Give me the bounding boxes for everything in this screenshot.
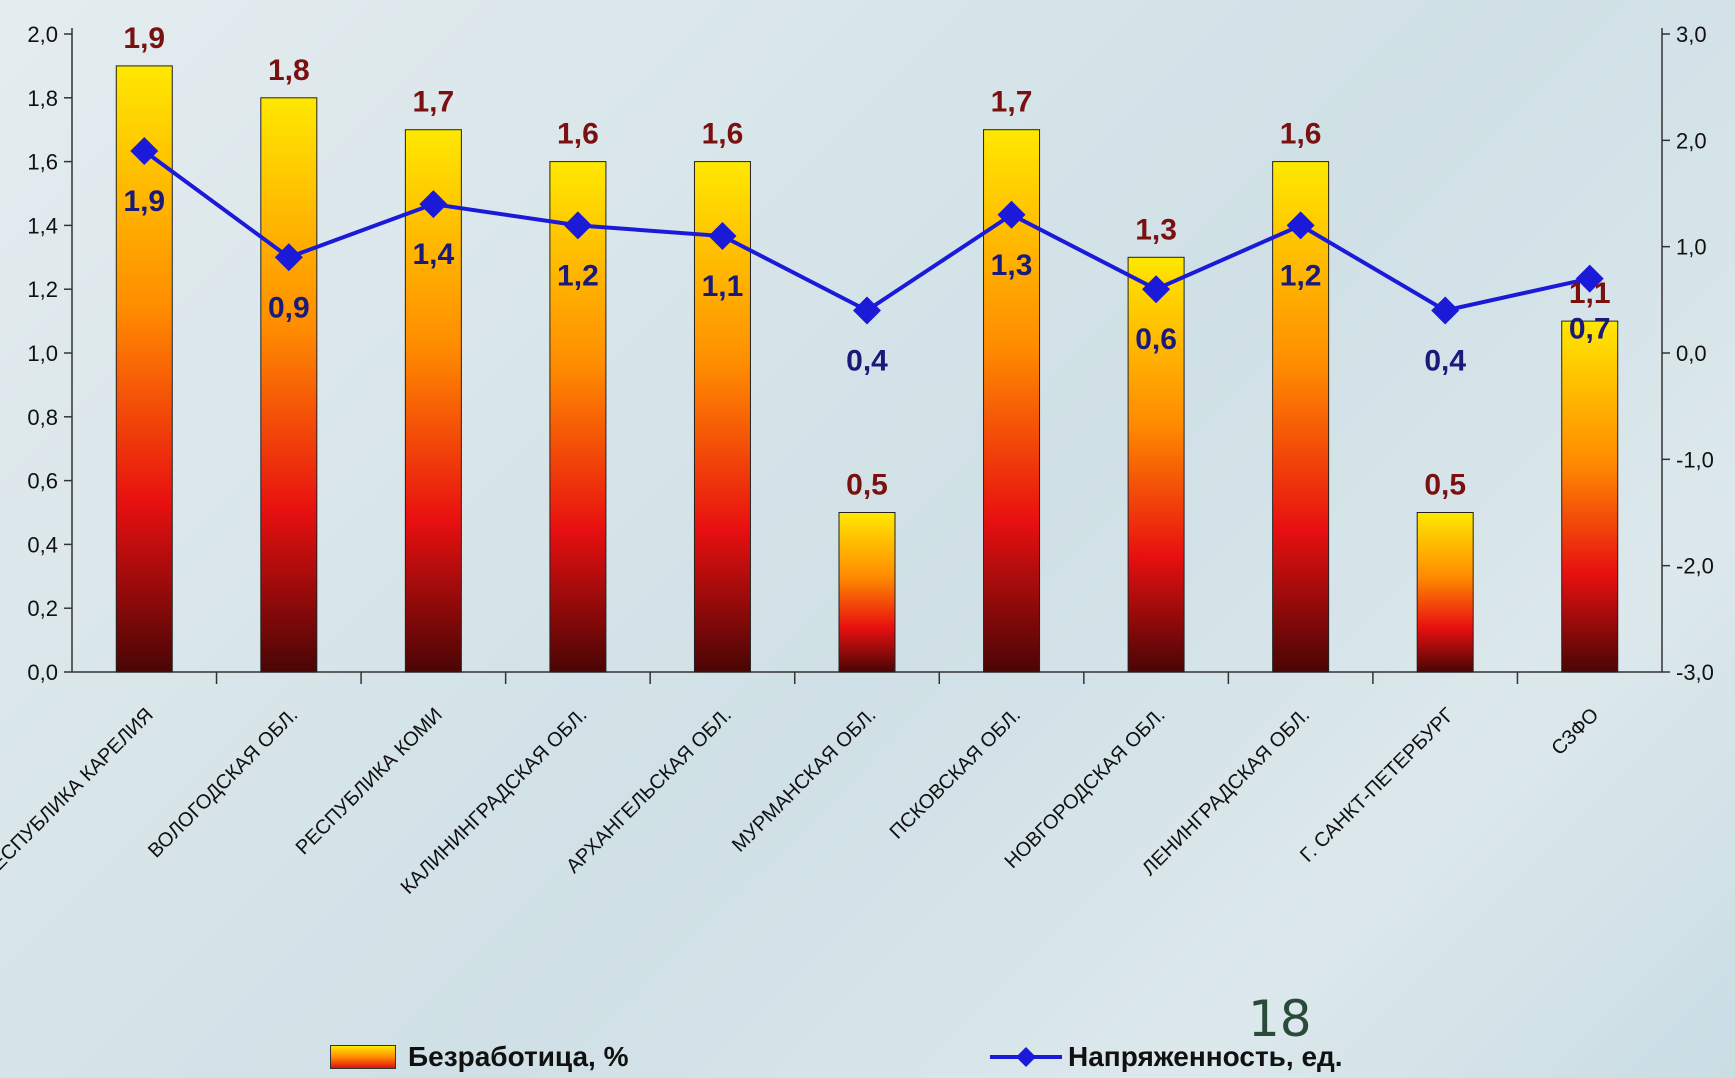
category-label: РЕСПУБЛИКА КАРЕЛИЯ	[0, 704, 158, 884]
legend-item-line: Напряженность, ед.	[990, 1040, 1343, 1074]
bar-value-label: 1,1	[1569, 277, 1611, 310]
line-value-label: 0,4	[846, 344, 888, 377]
line-path	[143, 149, 1591, 313]
y-right-tick-label: -2,0	[1676, 554, 1714, 579]
line-series	[130, 136, 1604, 325]
line-point	[708, 222, 737, 251]
axes: 0,0 0,2 0,4 0,6 0,8 1,0 1,2 1,4 1,6 1,8 2,0 -3,0 -2,…	[27, 22, 1714, 685]
bar-value-label: 1,6	[557, 118, 599, 151]
y-right-tick-label: 1,0	[1676, 235, 1707, 260]
bar-value-label: 1,8	[268, 54, 310, 87]
y-left-tick-label: 0,4	[27, 532, 58, 557]
legend-line-marker-icon	[990, 1047, 1062, 1067]
category-label: ПСКОВСКАЯ ОБЛ.	[886, 704, 1025, 843]
bar	[1272, 161, 1330, 673]
bar-value-label: 1,7	[991, 86, 1033, 119]
line-value-label: 1,1	[702, 270, 744, 303]
y-left-tick-label: 1,2	[27, 277, 58, 302]
category-label: НОВГОРОДСКАЯ ОБЛ.	[1001, 704, 1170, 873]
line-value-label: 0,4	[1424, 344, 1466, 377]
bar-value-label: 1,9	[123, 22, 165, 55]
line-point	[1286, 211, 1315, 240]
bar-value-label: 0,5	[1424, 469, 1466, 502]
line-value-label: 1,3	[991, 249, 1033, 282]
bar	[549, 161, 607, 673]
legend-item-bars: Безработица, %	[330, 1040, 629, 1074]
y-right-tick-label: 0,0	[1676, 341, 1707, 366]
bar-value-label: 1,7	[413, 86, 455, 119]
line-point	[274, 243, 303, 272]
line-point	[1142, 275, 1171, 304]
y-left-tick-label: 0,2	[27, 596, 58, 621]
y-right-tick-label: 2,0	[1676, 128, 1707, 153]
bar-value-label: 1,3	[1135, 213, 1177, 246]
bar	[1416, 512, 1474, 673]
bar	[1127, 256, 1185, 673]
line-point	[563, 211, 592, 240]
category-label: Г. САНКТ-ПЕТЕРБУРГ	[1296, 704, 1459, 867]
line-value-label: 0,7	[1569, 313, 1611, 346]
line-point	[1431, 296, 1460, 325]
y-right-tick-label: -3,0	[1676, 660, 1714, 685]
category-label: ЛЕНИНГРАДСКАЯ ОБЛ.	[1138, 704, 1314, 880]
line-value-label: 0,9	[268, 291, 310, 324]
bar	[838, 512, 896, 673]
bar-value-label: 1,6	[702, 118, 744, 151]
y-right-tick-label: -1,0	[1676, 447, 1714, 472]
y-left-tick-label: 2,0	[27, 22, 58, 47]
page-number: 18	[1248, 990, 1312, 1048]
bar	[404, 129, 462, 673]
y-left-tick-label: 1,6	[27, 150, 58, 175]
y-left-tick-label: 1,4	[27, 213, 58, 238]
y-left-tick-label: 0,6	[27, 469, 58, 494]
legend-line-label: Напряженность, ед.	[1068, 1041, 1343, 1072]
line-value-label: 1,2	[1280, 259, 1322, 292]
y-left-tick-label: 1,8	[27, 86, 58, 111]
bar-value-label: 0,5	[846, 469, 888, 502]
line-value-label: 0,6	[1135, 323, 1177, 356]
line-point	[1575, 264, 1604, 293]
bar-value-label: 1,6	[1280, 118, 1322, 151]
line-point	[853, 296, 881, 325]
line-value-label: 1,4	[413, 238, 455, 271]
y-left-tick-label: 1,0	[27, 341, 58, 366]
bar	[260, 97, 318, 673]
y-left-tick-label: 0,8	[27, 405, 58, 430]
line-value-label: 1,2	[557, 259, 599, 292]
data-labels: 1,9 1,8 1,7 1,6 1,6 0,5 1,7 1,3 1,6 0,5 1,1 1,9 0,9 1…	[123, 22, 1610, 502]
category-label: РЕСПУБЛИКА КОМИ	[292, 704, 447, 859]
line-point	[997, 200, 1026, 229]
category-label: ВОЛОГОДСКАЯ ОБЛ.	[144, 704, 302, 862]
category-label: МУРМАНСКАЯ ОБЛ.	[728, 704, 881, 857]
category-label: АРХАНГЕЛЬСКАЯ ОБЛ.	[562, 704, 736, 878]
line-point	[419, 190, 448, 219]
line-point	[130, 136, 159, 165]
legend-bar-label: Безработица, %	[408, 1041, 629, 1072]
legend-bar-swatch	[330, 1045, 396, 1069]
y-right-tick-label: 3,0	[1676, 22, 1707, 47]
y-left-tick-label: 0,0	[27, 660, 58, 685]
bar	[1561, 320, 1619, 673]
line-value-label: 1,9	[123, 185, 165, 218]
category-label: СЗФО	[1548, 704, 1604, 760]
